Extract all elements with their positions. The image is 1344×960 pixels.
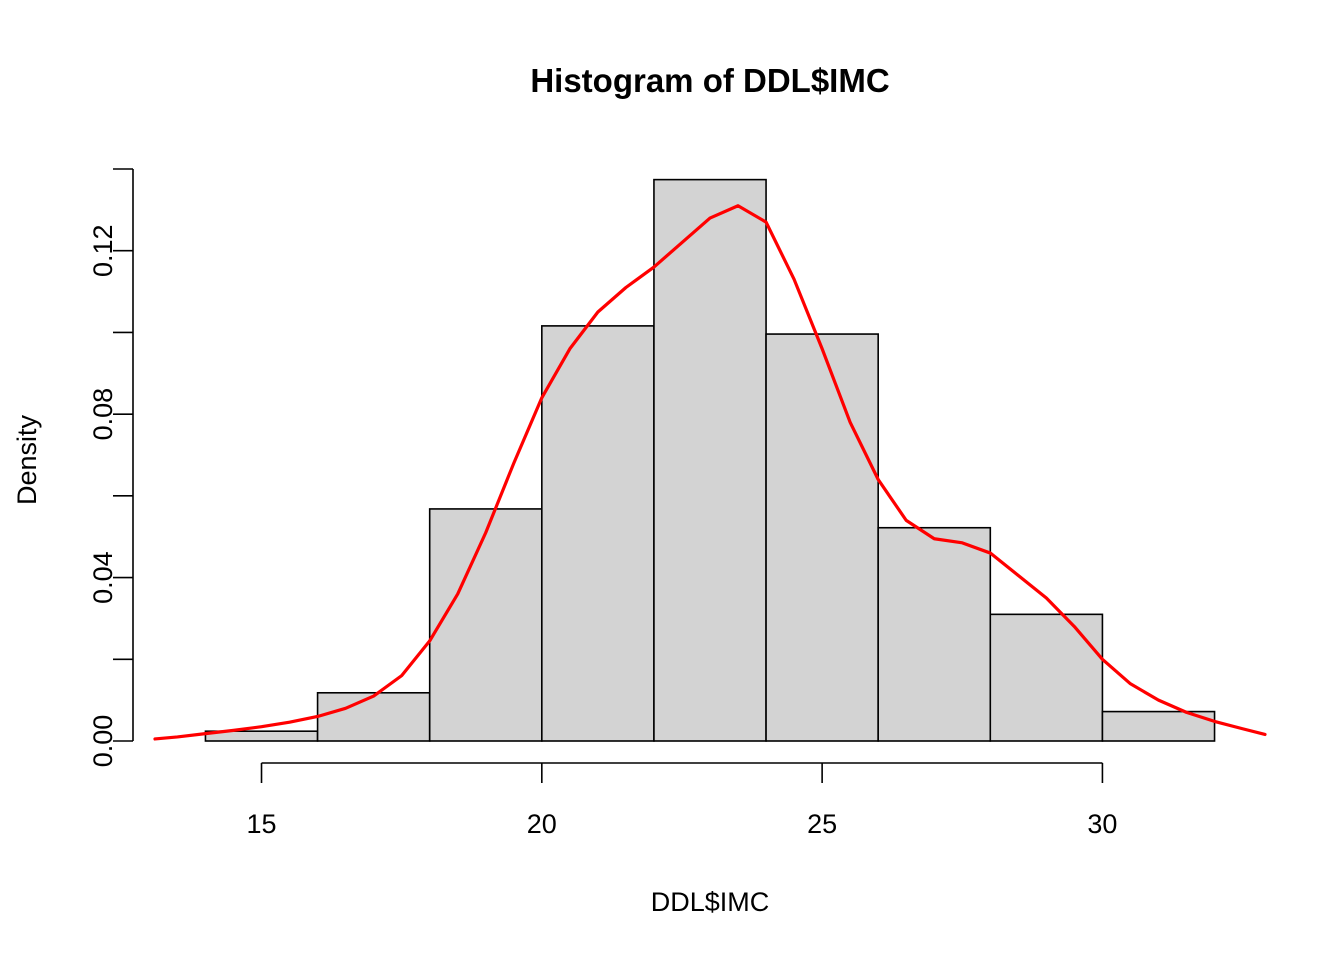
y-axis-label: Density bbox=[12, 414, 42, 505]
x-tick-label-1: 20 bbox=[527, 809, 557, 839]
histogram-bar-6 bbox=[877, 526, 992, 742]
x-axis: 15 20 25 30 bbox=[246, 762, 1117, 839]
x-tick-label-0: 15 bbox=[246, 809, 276, 839]
y-tick-label-2: 0.04 bbox=[88, 551, 118, 604]
y-tick-label-0: 0.00 bbox=[88, 715, 118, 768]
histogram-bar-3 bbox=[541, 325, 655, 742]
y-tick-label-6: 0.12 bbox=[88, 224, 118, 277]
x-axis-label: DDL$IMC bbox=[651, 887, 770, 917]
y-tick-label-4: 0.08 bbox=[88, 388, 118, 441]
density-curve-group bbox=[153, 204, 1267, 741]
y-axis: 0.00 0.04 0.08 0.12 bbox=[88, 168, 134, 768]
chart-title: Histogram of DDL$IMC bbox=[530, 62, 889, 99]
histogram-bar-1 bbox=[316, 691, 431, 742]
histogram-bars bbox=[204, 178, 1216, 742]
x-tick-label-3: 30 bbox=[1087, 809, 1117, 839]
density-curve bbox=[153, 204, 1267, 741]
histogram-bar-2 bbox=[428, 508, 543, 742]
histogram-bar-4 bbox=[653, 178, 767, 742]
x-tick-label-2: 25 bbox=[807, 809, 837, 839]
histogram-bar-5 bbox=[765, 333, 879, 742]
histogram-bar-7 bbox=[989, 613, 1104, 742]
